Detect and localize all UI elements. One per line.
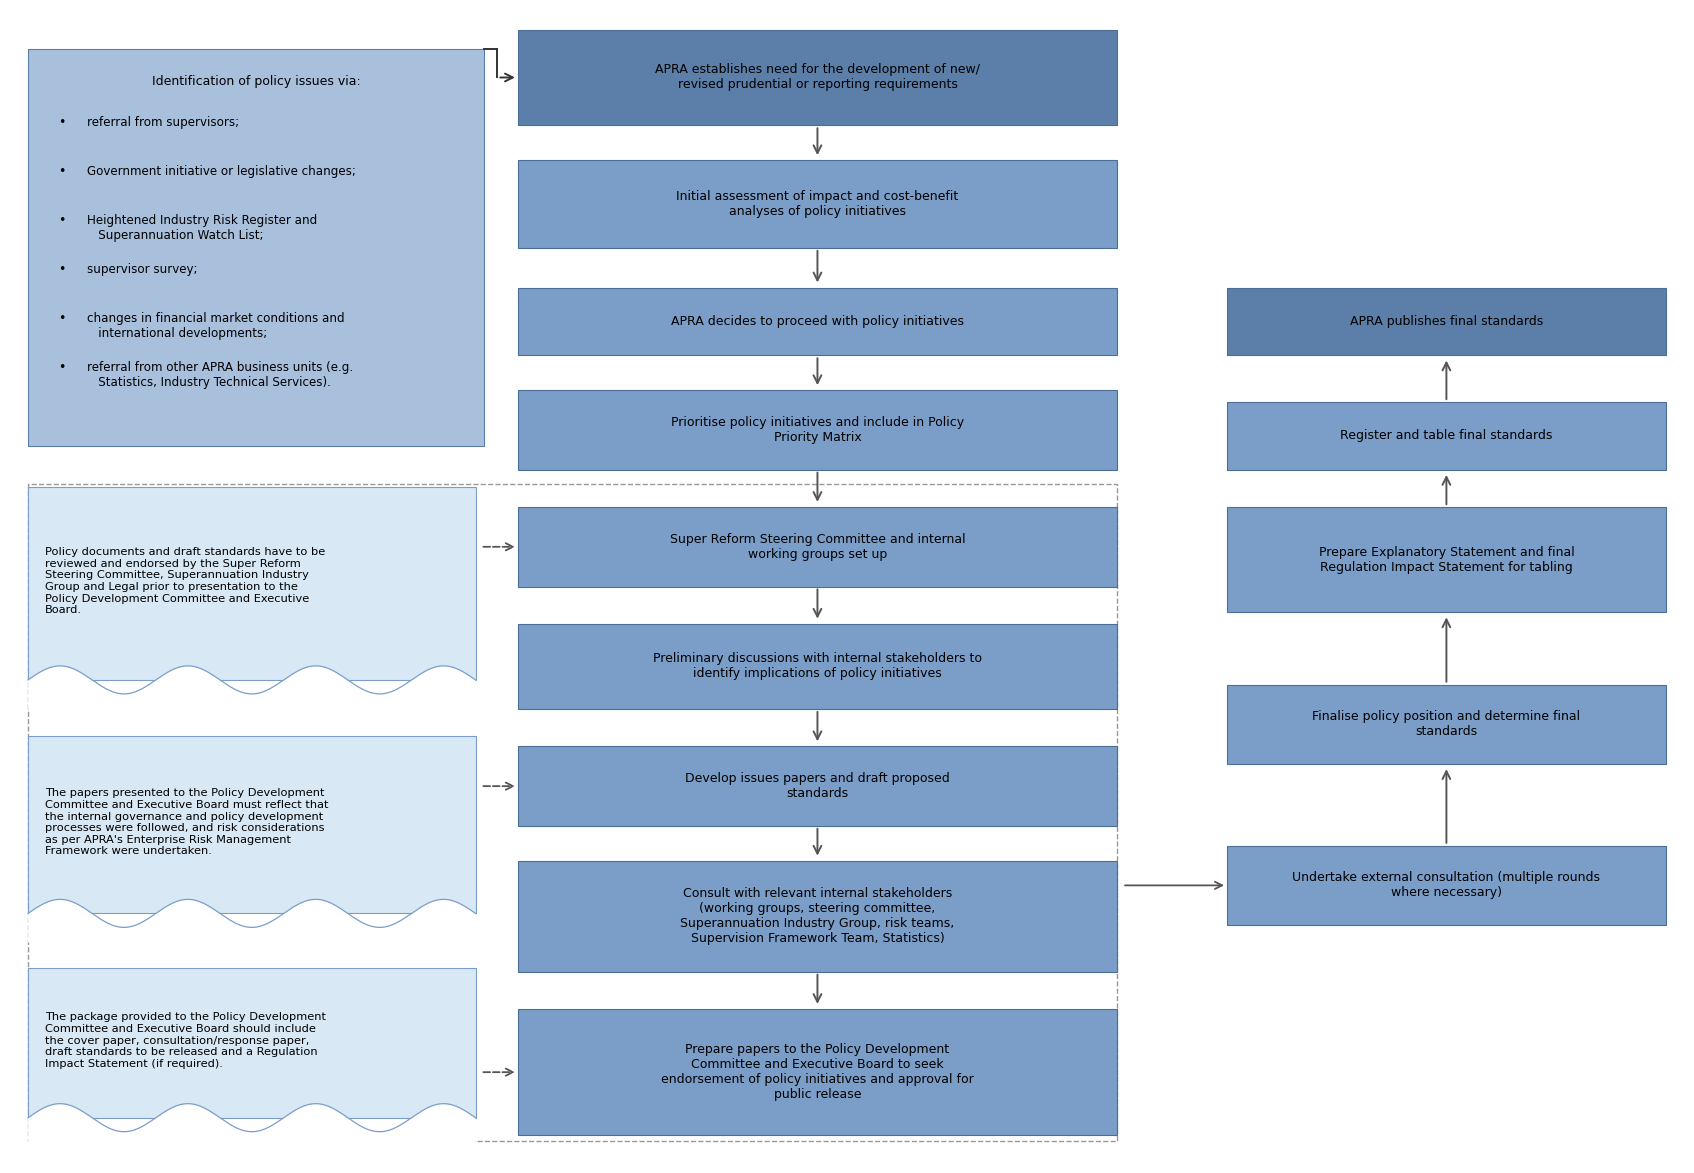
FancyBboxPatch shape (1226, 402, 1665, 469)
Text: Government initiative or legislative changes;: Government initiative or legislative cha… (86, 165, 356, 178)
Text: Prepare papers to the Policy Development
Committee and Executive Board to seek
e: Prepare papers to the Policy Development… (661, 1043, 974, 1101)
FancyBboxPatch shape (518, 1009, 1116, 1135)
Text: referral from supervisors;: referral from supervisors; (86, 116, 239, 129)
Text: •: • (59, 361, 66, 374)
Text: The package provided to the Policy Development
Committee and Executive Board sho: The package provided to the Policy Devel… (46, 1012, 325, 1069)
FancyBboxPatch shape (518, 391, 1116, 469)
FancyBboxPatch shape (1226, 846, 1665, 925)
FancyBboxPatch shape (518, 624, 1116, 710)
Text: Prepare Explanatory Statement and final
Regulation Impact Statement for tabling: Prepare Explanatory Statement and final … (1318, 545, 1574, 574)
Text: Prioritise policy initiatives and include in Policy
Priority Matrix: Prioritise policy initiatives and includ… (671, 416, 964, 445)
FancyBboxPatch shape (29, 487, 476, 680)
FancyBboxPatch shape (29, 735, 476, 914)
Text: •: • (59, 312, 66, 325)
Text: APRA publishes final standards: APRA publishes final standards (1350, 316, 1543, 328)
Text: APRA decides to proceed with policy initiatives: APRA decides to proceed with policy init… (671, 316, 964, 328)
Text: referral from other APRA business units (e.g.
   Statistics, Industry Technical : referral from other APRA business units … (86, 361, 354, 389)
Text: Super Reform Steering Committee and internal
working groups set up: Super Reform Steering Committee and inte… (669, 533, 966, 561)
FancyBboxPatch shape (518, 161, 1116, 248)
Text: Consult with relevant internal stakeholders
(working groups, steering committee,: Consult with relevant internal stakehold… (681, 887, 955, 945)
FancyBboxPatch shape (518, 507, 1116, 586)
Text: •: • (59, 165, 66, 178)
Text: The papers presented to the Policy Development
Committee and Executive Board mus: The papers presented to the Policy Devel… (46, 788, 329, 856)
FancyBboxPatch shape (1226, 685, 1665, 764)
FancyBboxPatch shape (29, 968, 476, 1118)
Text: Undertake external consultation (multiple rounds
where necessary): Undertake external consultation (multipl… (1293, 872, 1601, 900)
Text: Register and table final standards: Register and table final standards (1340, 429, 1553, 442)
Text: Initial assessment of impact and cost-benefit
analyses of policy initiatives: Initial assessment of impact and cost-be… (676, 190, 959, 218)
Text: •: • (59, 116, 66, 129)
Text: supervisor survey;: supervisor survey; (86, 263, 198, 276)
Text: Heightened Industry Risk Register and
   Superannuation Watch List;: Heightened Industry Risk Register and Su… (86, 215, 317, 242)
FancyBboxPatch shape (518, 29, 1116, 126)
Text: Finalise policy position and determine final
standards: Finalise policy position and determine f… (1313, 711, 1581, 738)
Text: •: • (59, 215, 66, 228)
FancyBboxPatch shape (1226, 287, 1665, 355)
FancyBboxPatch shape (518, 746, 1116, 826)
Text: Preliminary discussions with internal stakeholders to
identify implications of p: Preliminary discussions with internal st… (652, 652, 983, 680)
Text: Policy documents and draft standards have to be
reviewed and endorsed by the Sup: Policy documents and draft standards hav… (46, 548, 325, 616)
Text: Identification of policy issues via:: Identification of policy issues via: (152, 75, 361, 88)
FancyBboxPatch shape (1226, 507, 1665, 612)
FancyBboxPatch shape (29, 49, 484, 447)
Text: changes in financial market conditions and
   international developments;: changes in financial market conditions a… (86, 312, 346, 340)
Text: •: • (59, 263, 66, 276)
FancyBboxPatch shape (518, 861, 1116, 971)
Text: Develop issues papers and draft proposed
standards: Develop issues papers and draft proposed… (684, 772, 950, 800)
Text: APRA establishes need for the development of new/
revised prudential or reportin: APRA establishes need for the developmen… (656, 63, 979, 91)
FancyBboxPatch shape (518, 287, 1116, 355)
